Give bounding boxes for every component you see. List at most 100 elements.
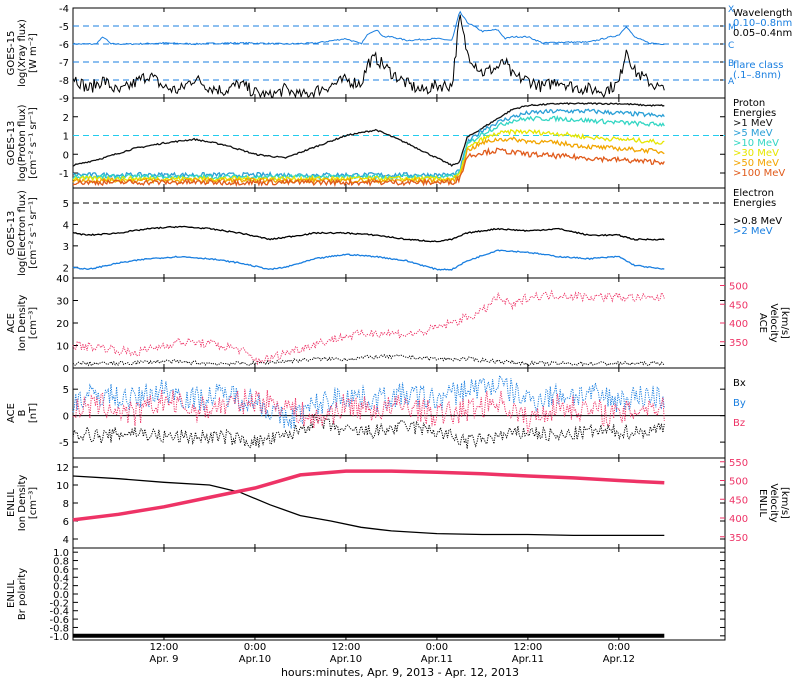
y-tick-label: 0.0	[53, 590, 69, 601]
series--10-mev	[72, 114, 665, 181]
y-tick-label: 0.6	[53, 565, 69, 576]
x-tick-time-label: 0:00	[244, 642, 266, 653]
x-tick-time-label: 0:00	[426, 642, 448, 653]
y-right-tick-label: 350	[729, 533, 748, 544]
y-right-axis-label: Velocity	[768, 483, 779, 522]
x-tick-time-label: 12:00	[513, 642, 542, 653]
y-tick-label: -4	[59, 4, 69, 15]
y-axis-label: ACE	[6, 313, 17, 333]
series-by	[72, 374, 665, 429]
panel-electron: 2 3 4 5 GOES-13 log(Electron flux) [cm⁻² s⁻¹ s…	[6, 187, 782, 279]
legend-entry: Bx	[733, 378, 746, 389]
y-axis-label: [cm⁻³]	[28, 307, 39, 339]
y-axis-label: ACE	[6, 403, 17, 423]
legend-entry: Energies	[733, 198, 776, 209]
y-tick-label: 5	[63, 199, 69, 210]
flare-class-label: C	[728, 41, 734, 51]
x-tick-date-label: Apr.12	[603, 654, 635, 665]
y-right-tick-label: 400	[729, 514, 748, 525]
y-axis-label: [nT]	[28, 403, 39, 423]
y-tick-label: 1.0	[53, 548, 69, 559]
flare-class-label: X	[728, 5, 734, 15]
y-tick-label: 3	[63, 242, 69, 253]
x-tick-date-label: Apr.11	[421, 654, 453, 665]
flare-class-label: B	[728, 59, 734, 69]
series-0-10-0-8nm	[72, 10, 665, 46]
panel-frame	[72, 187, 726, 279]
y-right-tick-label: 450	[729, 300, 748, 311]
y-tick-label: -1	[59, 169, 69, 180]
y-tick-label: 40	[56, 274, 69, 285]
y-tick-label: 10	[56, 342, 69, 353]
y-axis-label: GOES-13	[6, 211, 17, 256]
legend-entry: Bz	[733, 418, 745, 429]
x-tick-date-label: Apr.10	[330, 654, 362, 665]
y-tick-label: 0	[63, 364, 69, 375]
series--100-mev	[72, 146, 665, 188]
y-tick-label: 2	[63, 113, 69, 124]
legend-entry: >5 MeV	[733, 128, 773, 139]
series--30-mev	[72, 128, 665, 183]
legend-entry: Wavelength	[733, 8, 792, 19]
y-right-axis-label: [km/s]	[779, 487, 790, 519]
panel-frame	[72, 547, 726, 641]
series-ion-density	[72, 475, 665, 537]
legend-entry: flare class	[733, 60, 783, 71]
y-tick-label: 4	[63, 220, 69, 231]
y-axis-label: Ion Density	[17, 475, 28, 532]
panels: -9 -8 -7 -6 -5 -4 GOES-15 log(Xray flux) [W m⁻²]…	[6, 4, 792, 643]
y-tick-label: -0.2	[49, 598, 69, 609]
series--1-mev	[72, 102, 665, 167]
y-tick-label: -9	[59, 94, 69, 105]
y-axis-label: Ion Density	[17, 295, 28, 352]
y-axis-label: log(Xray flux)	[17, 19, 28, 87]
y-tick-label: 0.8	[53, 557, 69, 568]
y-tick-label: 5	[63, 385, 69, 396]
y-axis-label: GOES-15	[6, 31, 17, 76]
y-tick-label: 4	[63, 535, 69, 546]
y-tick-label: -1.0	[49, 632, 69, 643]
flare-class-label: M	[728, 23, 736, 33]
y-right-tick-label: 500	[729, 477, 748, 488]
y-right-axis-label: ACE	[757, 313, 768, 333]
legend-entry: Proton	[733, 98, 765, 109]
legend-entry: 0.10–0.8nm	[733, 18, 792, 29]
y-right-tick-label: 400	[729, 319, 748, 330]
x-tick-date-label: Apr. 9	[149, 654, 178, 665]
panel-ace_b: -5 0 5 ACE B [nT] Bx By Bz	[6, 367, 746, 459]
panel-proton: -1 0 1 2 GOES-13 log(Proton flux) [cm⁻² s⁻¹ sr…	[6, 97, 785, 189]
legend-entry: Energies	[733, 108, 776, 119]
legend-entry: >50 MeV	[733, 158, 779, 169]
legend-entry: By	[733, 398, 746, 409]
series--2-mev	[72, 249, 665, 271]
y-tick-label: 0.4	[53, 573, 69, 584]
y-axis-label: ENLIL	[6, 489, 17, 517]
series-ion-density	[72, 353, 665, 367]
legend-entry: (.1–.8nm)	[733, 70, 781, 81]
time-axis-label: hours:minutes, Apr. 9, 2013 - Apr. 12, 2…	[281, 666, 519, 679]
y-axis-label: GOES-13	[6, 121, 17, 166]
y-right-tick-label: 450	[729, 495, 748, 506]
series-velocity	[72, 469, 665, 522]
y-tick-label: 0	[63, 412, 69, 423]
y-axis-label: [cm⁻² s⁻¹ sr⁻¹]	[28, 107, 39, 179]
y-tick-label: 2	[63, 263, 69, 274]
y-right-tick-label: 500	[729, 282, 748, 293]
series--5-mev	[72, 108, 665, 179]
legend-entry: >1 MeV	[733, 118, 773, 129]
legend-entry: >10 MeV	[733, 138, 779, 149]
flare-class-label: A	[728, 77, 735, 87]
y-axis-label: [cm⁻² s⁻¹ sr⁻¹]	[28, 197, 39, 269]
y-tick-label: -0.6	[49, 615, 69, 626]
y-right-axis-label: ENLIL	[757, 489, 768, 517]
x-tick-time-label: 12:00	[150, 642, 179, 653]
y-axis-label: B	[17, 409, 28, 416]
series--0-8-mev	[72, 225, 665, 243]
y-tick-label: 20	[56, 319, 69, 330]
legend-entry: >2 MeV	[733, 226, 773, 237]
series-bx	[72, 412, 665, 449]
y-tick-label: -8	[59, 76, 69, 87]
y-tick-label: 12	[56, 463, 69, 474]
